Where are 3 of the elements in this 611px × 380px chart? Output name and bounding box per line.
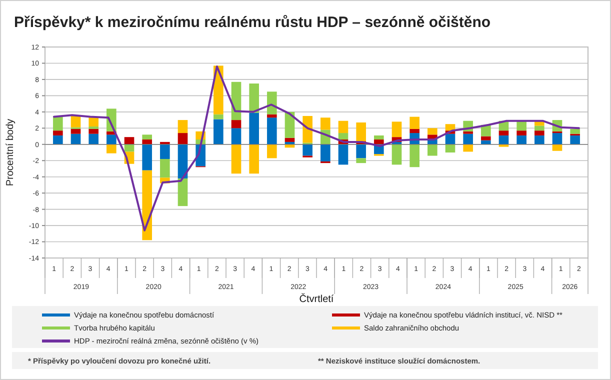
- x-axis-title: Čtvrtletí: [299, 293, 334, 305]
- y-axis-title: Procentní body: [5, 118, 16, 186]
- chart-title: Příspěvky* k meziročnímu reálnému růstu HDP – sezónně očištěno: [14, 14, 491, 31]
